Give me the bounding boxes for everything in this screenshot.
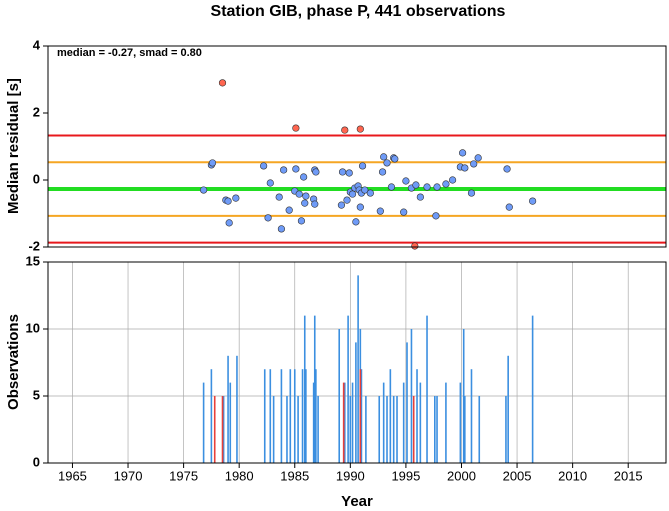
point (285, 206, 293, 214)
point (356, 203, 364, 211)
point (300, 173, 308, 181)
point (352, 218, 360, 226)
point (280, 166, 288, 174)
point (297, 217, 306, 225)
x-tick-label: 1965 (58, 468, 87, 483)
point (200, 186, 208, 194)
y-tick-label: 4 (33, 37, 41, 52)
y-tick-label: 15 (26, 253, 40, 268)
point (416, 193, 424, 201)
point (474, 154, 482, 162)
point (224, 197, 232, 205)
point (266, 179, 274, 187)
point (312, 168, 320, 176)
point (337, 201, 346, 209)
point (338, 168, 347, 176)
y-tick-label: 2 (33, 104, 40, 119)
point (225, 219, 233, 227)
point (391, 155, 399, 163)
point (366, 189, 374, 197)
point (433, 183, 441, 191)
point (264, 214, 272, 222)
point (345, 169, 353, 177)
point (505, 203, 513, 211)
point (411, 242, 419, 250)
point (260, 162, 268, 170)
point (380, 153, 388, 161)
x-tick-label: 1990 (336, 468, 365, 483)
point (301, 199, 309, 207)
point (458, 149, 467, 157)
plot-frame (47, 261, 667, 464)
y-axis-label: Median residual [s] (5, 78, 22, 214)
x-tick-label: 2000 (447, 468, 476, 483)
point (400, 208, 408, 216)
point (292, 124, 300, 132)
x-tick-label: 1970 (114, 468, 143, 483)
point (383, 159, 391, 167)
point (412, 181, 420, 189)
y-tick-label: 0 (33, 454, 40, 469)
x-tick-label: 2005 (503, 468, 532, 483)
x-axis-label: Year (341, 493, 373, 510)
point (442, 180, 450, 188)
x-tick-label: 1980 (225, 468, 254, 483)
x-tick-label: 2010 (558, 468, 587, 483)
point (448, 176, 457, 184)
point (503, 165, 511, 173)
point (529, 197, 537, 205)
point (277, 225, 286, 233)
chart-title: Station GIB, phase P, 441 observations (211, 3, 506, 20)
point (302, 192, 310, 200)
point (470, 160, 478, 168)
point (378, 168, 387, 176)
point (361, 186, 369, 194)
point (275, 193, 283, 201)
y-tick-label: -2 (28, 238, 40, 253)
point (208, 159, 217, 167)
point (376, 207, 384, 215)
annotation: median = -0.27, smad = 0.80 (57, 47, 202, 59)
point (232, 194, 240, 202)
y-axis-label: Observations (5, 314, 22, 410)
point (343, 196, 351, 204)
y-tick-label: 10 (26, 320, 40, 335)
point (402, 177, 410, 185)
plot-frame (47, 45, 667, 248)
point (387, 183, 396, 191)
point (461, 164, 469, 172)
point (467, 189, 476, 197)
x-tick-label: 1995 (391, 468, 420, 483)
point (218, 79, 227, 87)
point (432, 212, 440, 220)
x-tick-label: 2015 (614, 468, 643, 483)
point (358, 162, 367, 170)
point (423, 183, 431, 191)
point (341, 126, 349, 134)
y-tick-label: 0 (33, 171, 40, 186)
point (356, 125, 364, 133)
point (292, 165, 300, 173)
point (311, 200, 319, 208)
point (348, 190, 357, 198)
x-tick-label: 1975 (169, 468, 198, 483)
y-tick-label: 5 (33, 387, 40, 402)
x-tick-label: 1985 (280, 468, 309, 483)
point (295, 190, 303, 198)
